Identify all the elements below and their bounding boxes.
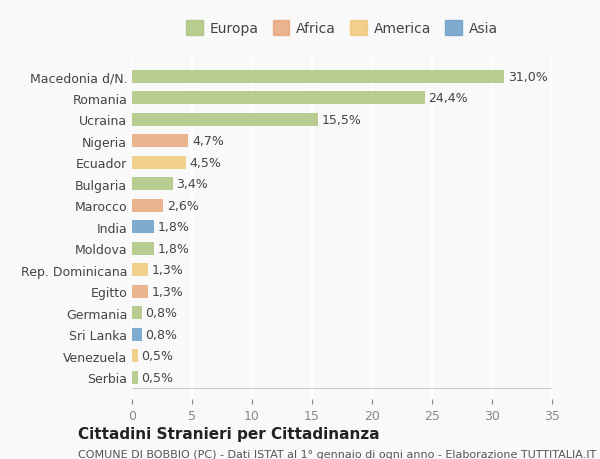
Text: 1,8%: 1,8% bbox=[157, 242, 189, 255]
Text: 31,0%: 31,0% bbox=[508, 71, 547, 84]
Text: 0,5%: 0,5% bbox=[142, 349, 173, 362]
Bar bbox=[132, 328, 142, 341]
Text: 0,5%: 0,5% bbox=[142, 371, 173, 384]
Bar bbox=[132, 263, 148, 276]
Bar bbox=[132, 349, 138, 362]
Bar bbox=[132, 221, 154, 234]
Bar bbox=[132, 199, 163, 212]
Bar bbox=[132, 71, 504, 84]
Legend: Europa, Africa, America, Asia: Europa, Africa, America, Asia bbox=[182, 17, 502, 40]
Text: 4,5%: 4,5% bbox=[190, 157, 221, 169]
Text: 15,5%: 15,5% bbox=[322, 113, 361, 127]
Bar bbox=[132, 135, 188, 148]
Text: 4,7%: 4,7% bbox=[192, 135, 224, 148]
Bar bbox=[132, 285, 148, 298]
Text: COMUNE DI BOBBIO (PC) - Dati ISTAT al 1° gennaio di ogni anno - Elaborazione TUT: COMUNE DI BOBBIO (PC) - Dati ISTAT al 1°… bbox=[78, 449, 596, 459]
Bar bbox=[132, 242, 154, 255]
Bar bbox=[132, 113, 318, 127]
Text: 0,8%: 0,8% bbox=[145, 328, 177, 341]
Text: 0,8%: 0,8% bbox=[145, 307, 177, 319]
Bar bbox=[132, 371, 138, 384]
Bar bbox=[132, 92, 425, 105]
Text: 1,3%: 1,3% bbox=[151, 263, 183, 277]
Bar bbox=[132, 307, 142, 319]
Text: 1,8%: 1,8% bbox=[157, 221, 189, 234]
Text: 24,4%: 24,4% bbox=[428, 92, 468, 105]
Text: 2,6%: 2,6% bbox=[167, 199, 199, 212]
Bar bbox=[132, 157, 186, 169]
Bar bbox=[132, 178, 173, 191]
Text: 1,3%: 1,3% bbox=[151, 285, 183, 298]
Text: Cittadini Stranieri per Cittadinanza: Cittadini Stranieri per Cittadinanza bbox=[78, 425, 380, 441]
Text: 3,4%: 3,4% bbox=[176, 178, 208, 191]
